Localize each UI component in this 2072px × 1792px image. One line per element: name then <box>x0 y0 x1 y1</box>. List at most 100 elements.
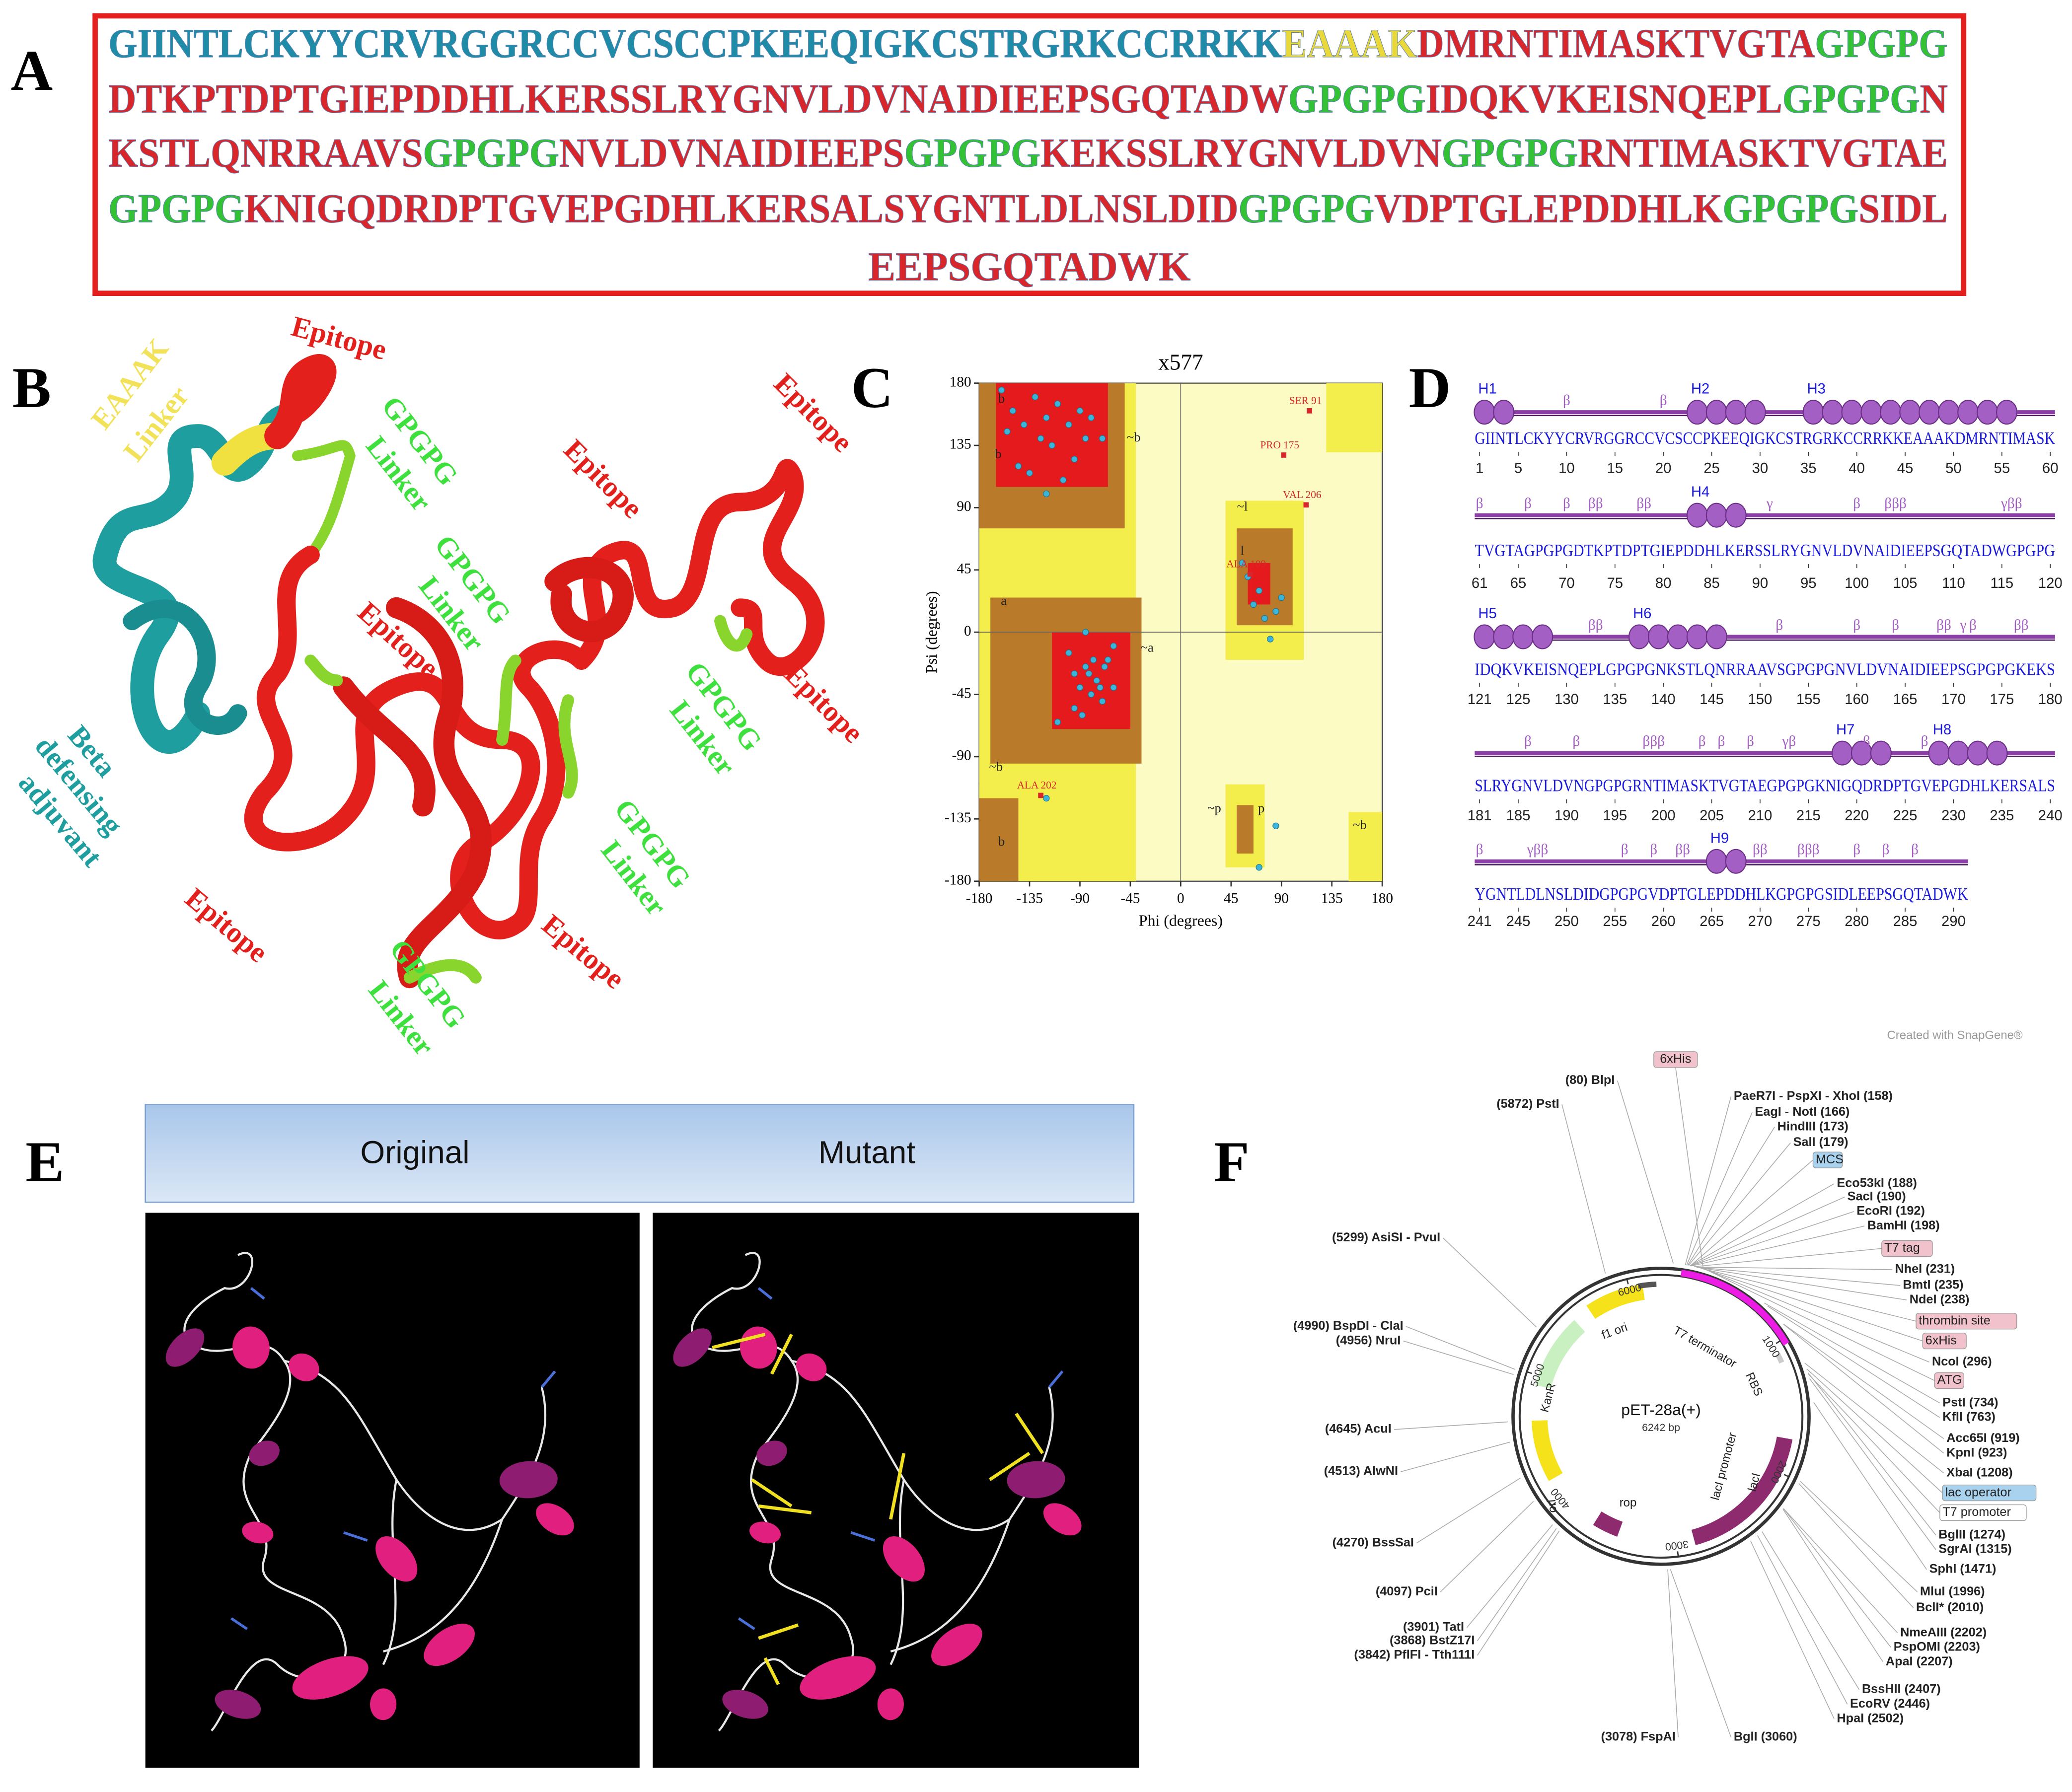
sequence-box <box>92 13 1967 296</box>
helix-turn <box>1822 400 1844 425</box>
residue-point <box>1065 649 1072 656</box>
restriction-site: BclI* (2010) <box>1916 1600 1984 1614</box>
leader-line <box>1403 1340 1514 1375</box>
restriction-site: EcoRV (2446) <box>1850 1697 1930 1711</box>
leader-line <box>1807 1372 1936 1536</box>
feature-arrow <box>1775 1353 1784 1364</box>
helix <box>499 1461 558 1499</box>
adjuvant-coil <box>123 599 247 735</box>
helix-turn <box>1880 400 1902 425</box>
allowed-region <box>1326 383 1383 452</box>
outlier-label: PRO 175 <box>1260 439 1299 451</box>
region-label: ~b <box>1353 817 1367 832</box>
residue-point <box>1250 601 1257 608</box>
restriction-site: 6xHis <box>1925 1333 1957 1347</box>
leader-line <box>1561 1104 1606 1274</box>
strand-mark: β <box>1524 496 1532 511</box>
feature-arrow <box>1777 1420 1795 1435</box>
residue-number: 20 <box>1655 460 1672 476</box>
y-tick-label: 45 <box>957 561 971 576</box>
restriction-site: (3078) FspAI <box>1601 1730 1676 1744</box>
helix-turn <box>1512 624 1534 649</box>
x-tick-label: 90 <box>1274 891 1289 907</box>
residue-point <box>1256 587 1262 594</box>
leader-line <box>1806 1368 1943 1494</box>
sequence-segment: GPGPG <box>1238 186 1374 231</box>
helix <box>796 1353 827 1381</box>
restriction-site: Eco53kI (188) <box>1837 1176 1917 1190</box>
outlier-label: VAL 206 <box>1283 489 1321 501</box>
header-bar <box>145 1104 1135 1203</box>
residue-number: 15 <box>1607 460 1623 476</box>
sequence-segment: VDPTGLEPDDHLK <box>1374 186 1722 231</box>
feature-box <box>1812 1151 1843 1168</box>
restriction-site: (4513) AlwNI <box>1324 1464 1398 1478</box>
sequence-segment: SIDL <box>1858 186 1948 231</box>
residue-point <box>1082 629 1089 636</box>
epitope-tube <box>572 459 825 676</box>
residue-point <box>1239 560 1246 567</box>
outlier-point <box>1247 571 1253 577</box>
leader-line <box>1690 1211 1854 1267</box>
restriction-site: MCS <box>1816 1152 1844 1166</box>
helix-turn <box>1870 740 1892 766</box>
residue-point <box>1256 864 1262 871</box>
helix-turn <box>1705 400 1727 425</box>
leader-line <box>1406 1326 1515 1370</box>
helix-turn <box>1957 400 1979 425</box>
residue-number: 235 <box>1990 808 2014 824</box>
residue-number: 250 <box>1554 914 1579 930</box>
residue-point <box>1004 428 1011 435</box>
residue-point <box>1043 794 1050 802</box>
restriction-site: SphI (1471) <box>1929 1562 1997 1576</box>
residue-point <box>1099 435 1106 442</box>
residue-number: 5 <box>1514 460 1522 476</box>
leader-line <box>1799 1481 1918 1592</box>
helix-turn <box>1474 400 1495 425</box>
allowed-region <box>1348 812 1383 881</box>
feature-box <box>1653 1051 1698 1068</box>
helix-label: H1 <box>1478 381 1496 397</box>
region-label: ~b <box>989 759 1003 774</box>
residue-number: 85 <box>1703 575 1720 591</box>
helix <box>536 1503 574 1536</box>
sequence-segment: KEKSSLRYGNVLDVN <box>1040 131 1442 176</box>
leader-line <box>1694 1248 1882 1267</box>
sequence: YGNTLDLNSLDIDGPGPGVDPTGLEPDDHLKGPGPGSIDL… <box>1475 885 1968 904</box>
sequence-segment: NVLDVNAIDIEEPS <box>559 131 904 176</box>
original-cartoon <box>165 1252 574 1732</box>
residue-number: 185 <box>1506 808 1531 824</box>
residue-number: 70 <box>1558 575 1575 591</box>
leader-line <box>1809 1378 1936 1550</box>
credit: Created with SnapGene® <box>1887 1028 2023 1042</box>
y-tick-label: 135 <box>950 436 971 452</box>
helix <box>165 1328 205 1367</box>
residue-point <box>1110 684 1117 691</box>
restriction-site: PstI (734) <box>1942 1395 1998 1409</box>
helix-turn <box>1705 624 1727 649</box>
helix-turn <box>1996 400 2018 425</box>
sequence-line: EEPSGQTADWK <box>868 244 1190 289</box>
ring-tick <box>1776 1340 1781 1344</box>
feature-box <box>1942 1484 2037 1502</box>
ring-tick <box>1626 1279 1629 1285</box>
feature-box <box>1881 1240 1933 1257</box>
residue-number: 285 <box>1893 914 1918 930</box>
residue-number: 25 <box>1703 460 1720 476</box>
helix-turn <box>1802 400 1824 425</box>
coil <box>691 1252 1054 1732</box>
restriction-site: PaeR7I - PspXI - XhoI (158) <box>1734 1089 1893 1103</box>
residue-number: 205 <box>1700 808 1724 824</box>
outlier-point <box>1303 502 1309 508</box>
helix-label: H6 <box>1633 606 1651 622</box>
residue-point <box>1071 705 1078 712</box>
residue-number: 80 <box>1655 575 1672 591</box>
leader-line <box>1696 1267 1893 1270</box>
residue-number: 290 <box>1941 914 1966 930</box>
residue-number: 160 <box>1845 692 1869 708</box>
residue-point <box>1076 407 1084 414</box>
residue-number: 140 <box>1651 692 1676 708</box>
region-label: b <box>995 446 1001 461</box>
residue-number: 155 <box>1796 692 1821 708</box>
helix-turn <box>1947 740 1969 766</box>
